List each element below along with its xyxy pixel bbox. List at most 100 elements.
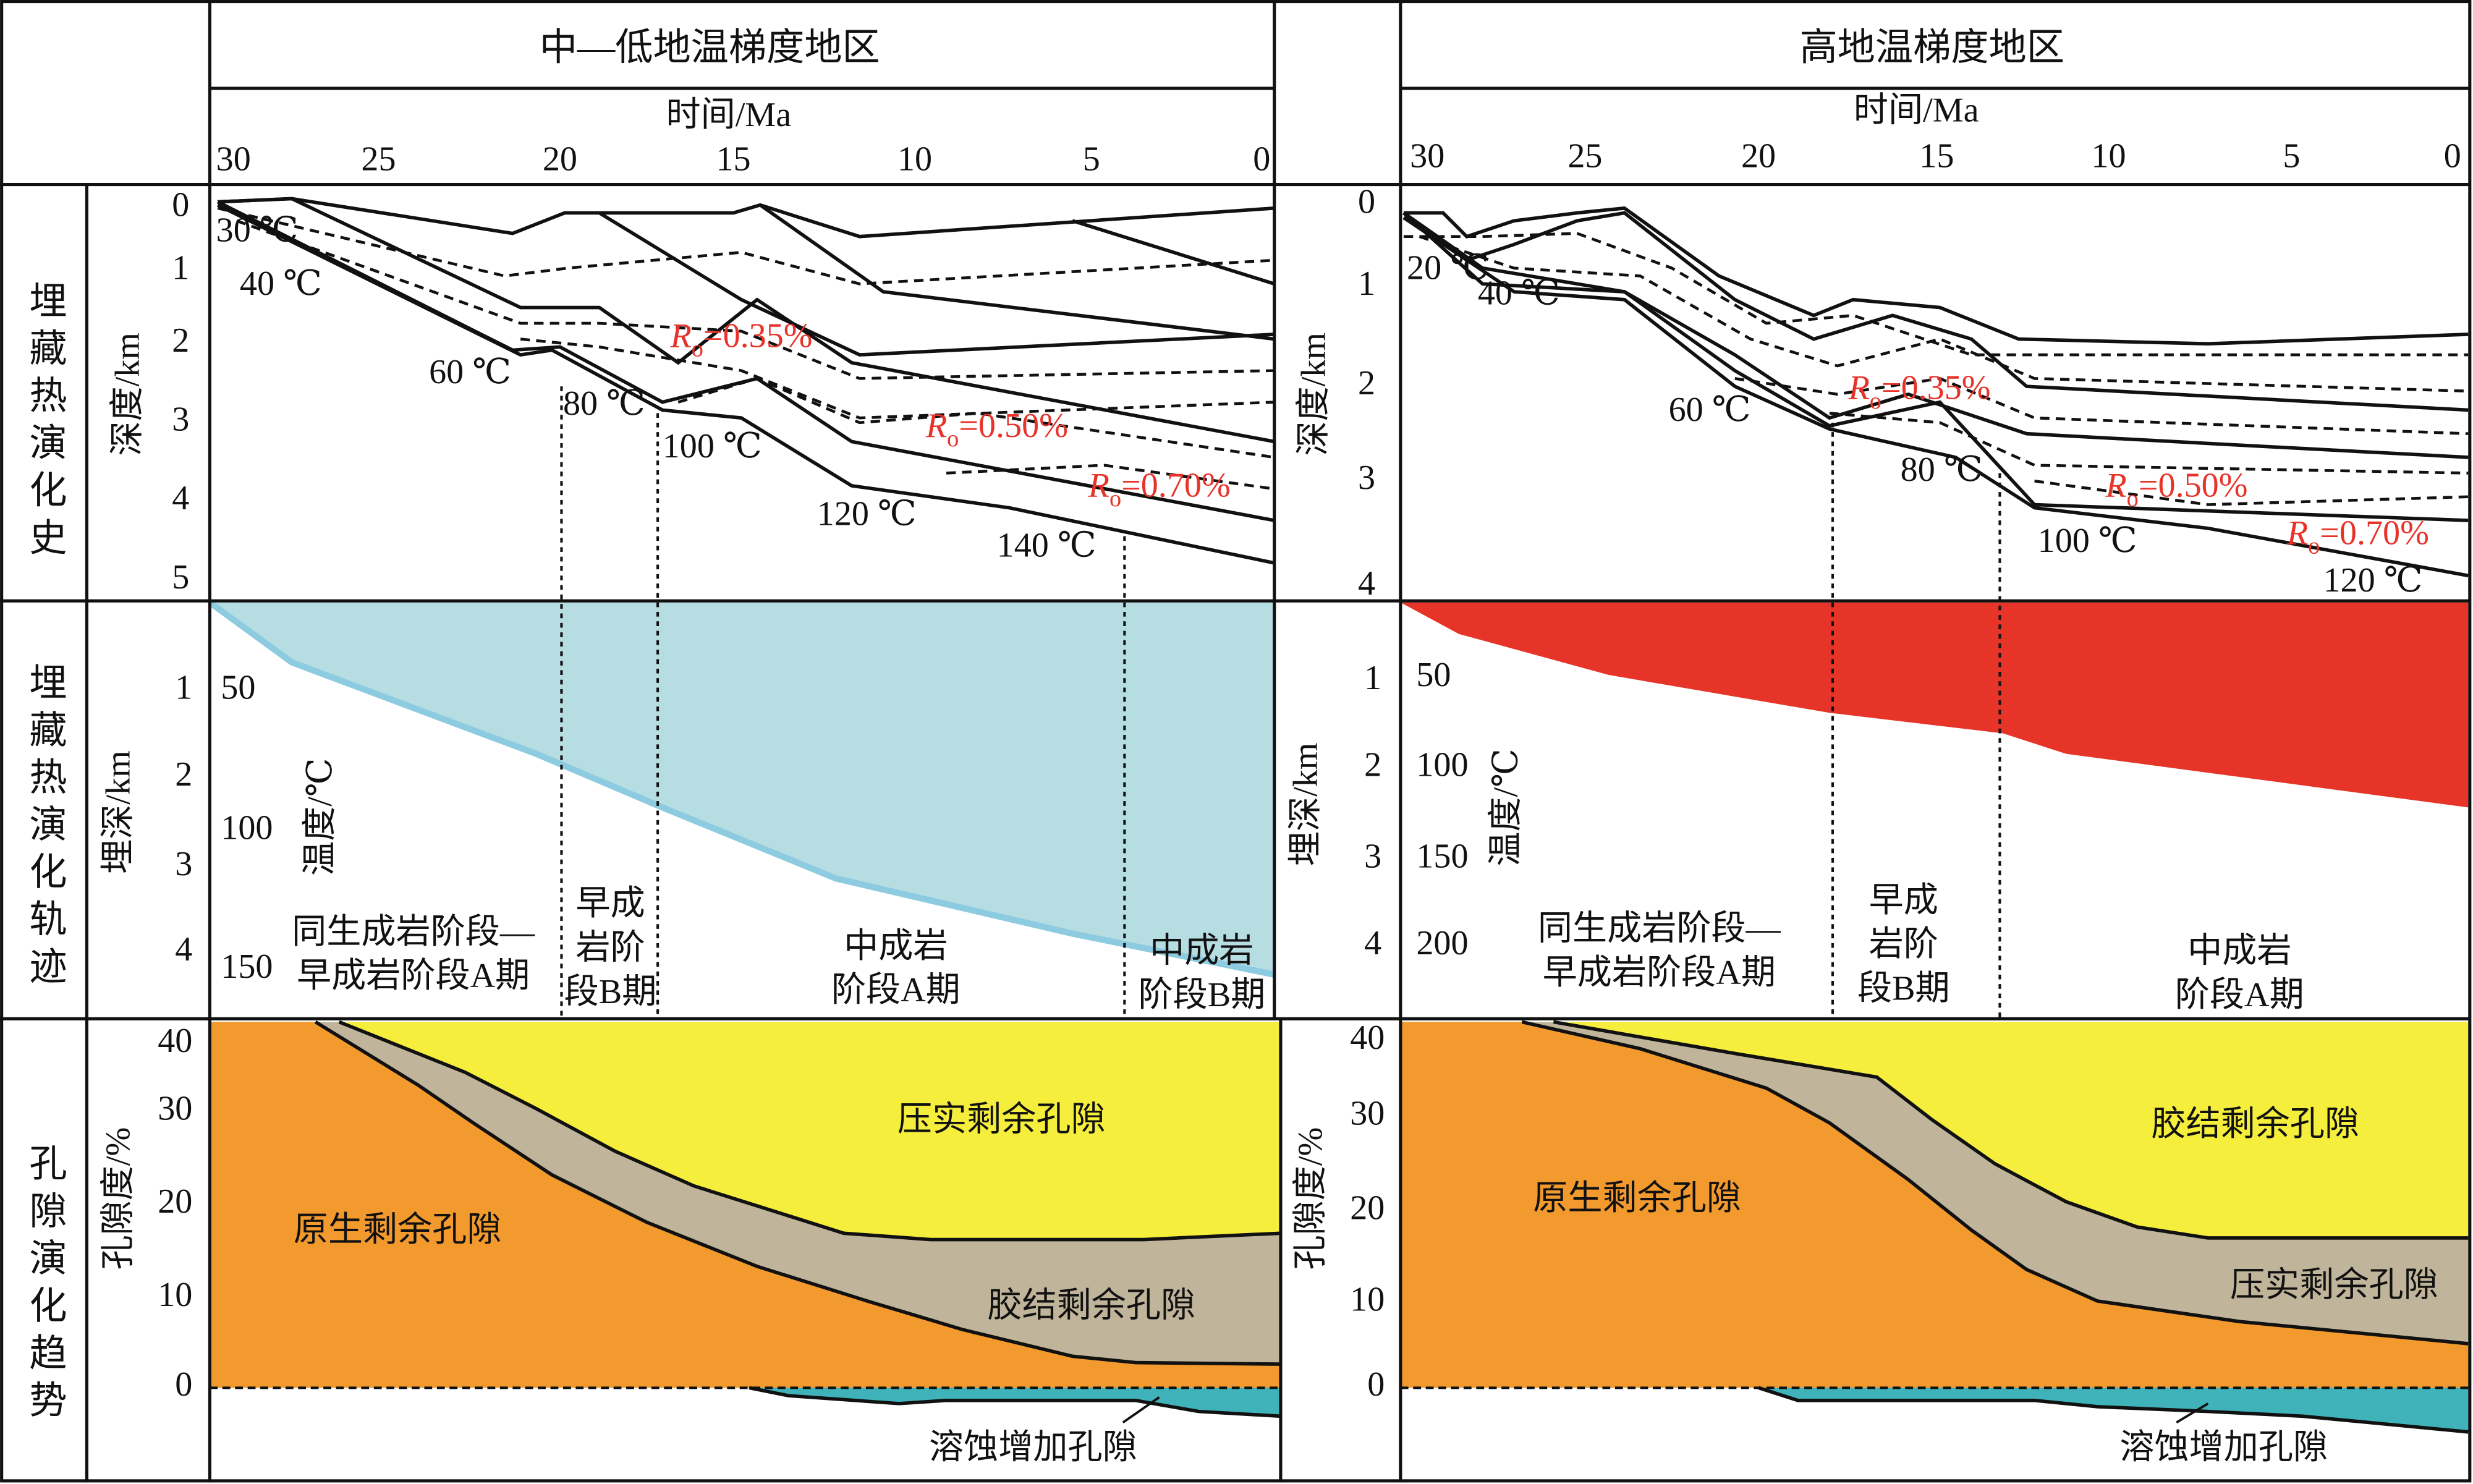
row-label: 埋藏热演化史	[23, 281, 66, 564]
ro-label: Ro=0.50%	[2105, 467, 2247, 512]
zone-label: 压实剩余孔隙	[897, 1100, 1106, 1138]
stage-label: 早成	[1869, 881, 1938, 920]
isotherm-label: 120 ℃	[817, 495, 917, 533]
ro-label: Ro=0.35%	[1847, 369, 1990, 414]
tick-label: 0	[1367, 1365, 1385, 1404]
tick-label: 150	[221, 948, 273, 986]
stage-label: 段B期	[1857, 970, 1950, 1008]
time-tick-label: 5	[1083, 140, 1100, 179]
tick-label: 40	[1350, 1019, 1385, 1057]
time-tick-label: 20	[543, 140, 577, 179]
isotherm-label: 140 ℃	[997, 527, 1097, 565]
tick-label: 30	[158, 1090, 192, 1128]
ro-sub: o	[2308, 533, 2320, 559]
tick-label: 100	[1416, 745, 1468, 784]
time-tick-label: 5	[2283, 137, 2300, 175]
tick-label: 4	[172, 479, 189, 517]
stage-label: 同生成岩阶段—	[1538, 910, 1781, 948]
title: 高地温梯度地区	[1799, 27, 2064, 69]
ro-symbol: R	[2286, 514, 2308, 552]
isotherm-label: 20 ℃	[1407, 249, 1489, 287]
isotherm-label: 60 ℃	[429, 353, 511, 391]
tick-label: 0	[1358, 183, 1375, 221]
ro-label: Ro=0.35%	[669, 316, 812, 362]
row-label: 埋藏热演化轨迹	[23, 663, 66, 994]
boundary	[1553, 1020, 2469, 1240]
tick-label: 2	[172, 321, 189, 360]
boundary	[314, 1020, 1281, 1366]
ro-symbol: R	[1088, 467, 1109, 505]
tick-label: 4	[1364, 924, 1381, 962]
axis-label: 埋深/km	[1287, 743, 1325, 867]
isotherm-label: 40 ℃	[240, 265, 322, 303]
zone-label: 原生剩余孔隙	[294, 1211, 502, 1249]
tick-label: 100	[221, 809, 273, 847]
tick-label: 10	[1350, 1280, 1385, 1318]
tick-label: 2	[1358, 364, 1375, 402]
stage-label: 段B期	[564, 973, 657, 1011]
time-tick-label: 30	[216, 140, 251, 179]
isotherm-label: 100 ℃	[2038, 522, 2137, 560]
ro-sub: o	[947, 426, 959, 452]
ro-symbol: R	[1847, 369, 1869, 407]
tick-label: 5	[172, 558, 189, 596]
tick-label: 150	[1416, 837, 1468, 875]
ro-symbol: R	[669, 316, 691, 355]
ro-label: Ro=0.50%	[925, 407, 1068, 452]
zone-teal	[210, 1388, 1281, 1417]
isotherm-label: 60 ℃	[1669, 391, 1751, 429]
stage-label: 早成岩阶段A期	[297, 957, 530, 995]
tick-label: 1	[172, 249, 189, 287]
tick-label: 3	[1364, 837, 1381, 875]
zone-label: 溶蚀增加孔隙	[929, 1428, 1137, 1467]
ro-value: =0.70%	[1121, 467, 1231, 505]
tick-label: 50	[221, 668, 255, 706]
axis-label: 时间/Ma	[1854, 91, 1979, 129]
stage-label: 岩阶	[1869, 925, 1938, 964]
time-tick-label: 10	[2091, 137, 2126, 175]
isotherm-label: 120 ℃	[2323, 561, 2423, 600]
stage-label: 岩阶	[575, 928, 645, 967]
tick-label: 4	[175, 930, 192, 969]
axis-label: 温度/℃	[1487, 748, 1525, 867]
boundary	[338, 1020, 1281, 1242]
leader	[1122, 1396, 1160, 1424]
tick-label: 3	[175, 845, 192, 883]
tick-label: 20	[1350, 1189, 1385, 1227]
stage-label: 阶段A期	[831, 971, 961, 1009]
burial-lines-right	[1402, 206, 2469, 578]
stage-label: 中成岩	[844, 927, 948, 965]
axis-label: 埋深/km	[99, 750, 137, 874]
zone-label: 原生剩余孔隙	[1533, 1179, 1741, 1218]
axis-label: 时间/Ma	[666, 96, 792, 134]
stage-label: 中成岩	[1150, 931, 1253, 970]
tick-label: 1	[1364, 659, 1381, 697]
ro-sub: o	[692, 336, 703, 362]
zone-label: 胶结剩余孔隙	[987, 1287, 1195, 1325]
tick-label: 3	[172, 401, 189, 439]
isotherm-label: 100 ℃	[663, 427, 762, 465]
zone-orange	[210, 1022, 1281, 1388]
tick-label: 1	[175, 668, 192, 706]
axis-label: 孔隙度/%	[1291, 1127, 1330, 1270]
tick-label: 4	[1358, 564, 1375, 603]
zone-label: 压实剩余孔隙	[2230, 1266, 2438, 1304]
tick-label: 3	[1358, 459, 1375, 497]
tick-label: 1	[1358, 265, 1375, 303]
tick-label: 50	[1416, 656, 1451, 694]
tick-label: 40	[158, 1022, 192, 1060]
boundary	[1521, 1020, 2469, 1346]
time-tick-label: 20	[1741, 137, 1776, 175]
tick-label: 0	[172, 186, 189, 224]
isotherm-label: 80 ℃	[563, 384, 645, 423]
time-tick-label: 10	[897, 140, 932, 179]
track-area	[1400, 602, 2469, 808]
tick-label: 200	[1416, 924, 1468, 962]
time-tick-label: 25	[1567, 137, 1602, 175]
axis-label: 深度/km	[1294, 333, 1333, 456]
tick-label: 0	[175, 1365, 192, 1404]
ro-sub: o	[2127, 486, 2139, 512]
stage-dividers	[560, 386, 2001, 1017]
time-tick-label: 0	[1253, 140, 1270, 179]
